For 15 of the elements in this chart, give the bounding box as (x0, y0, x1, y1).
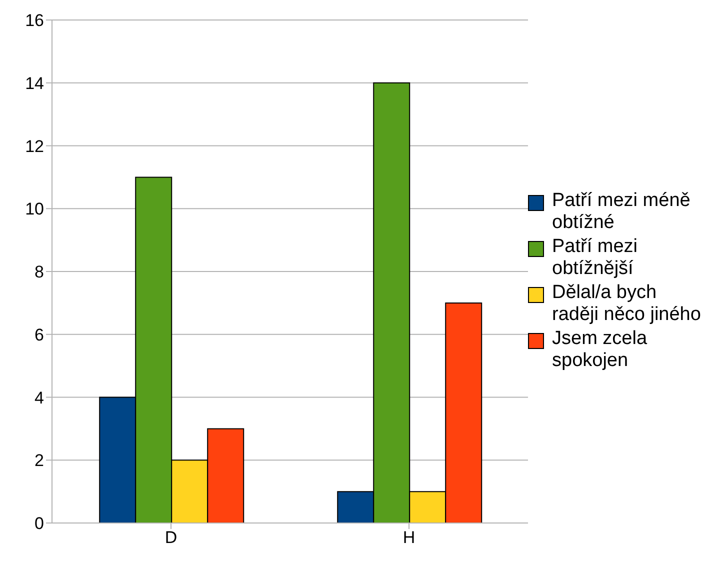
y-tick-label: 6 (34, 325, 44, 344)
legend-label: Jsem zcela spokojen (552, 328, 648, 372)
y-tick-label: 10 (25, 200, 44, 219)
y-tick-label: 0 (34, 514, 44, 534)
y-tick-label: 2 (34, 451, 44, 470)
legend-label: Patří mezi obtížnější (552, 236, 639, 280)
legend-label: Patří mezi méně obtížné (552, 190, 692, 234)
legend-label: Dělal/a bych raději něco jiného (552, 282, 702, 326)
x-tick-label: D (164, 528, 178, 548)
y-tick-label: 4 (34, 388, 44, 408)
y-tick-label: 8 (34, 262, 44, 282)
x-tick-label: H (402, 528, 416, 548)
y-tick-label: 14 (25, 74, 44, 93)
y-tick-label: 16 (25, 11, 44, 30)
y-tick-label: 12 (25, 136, 44, 156)
